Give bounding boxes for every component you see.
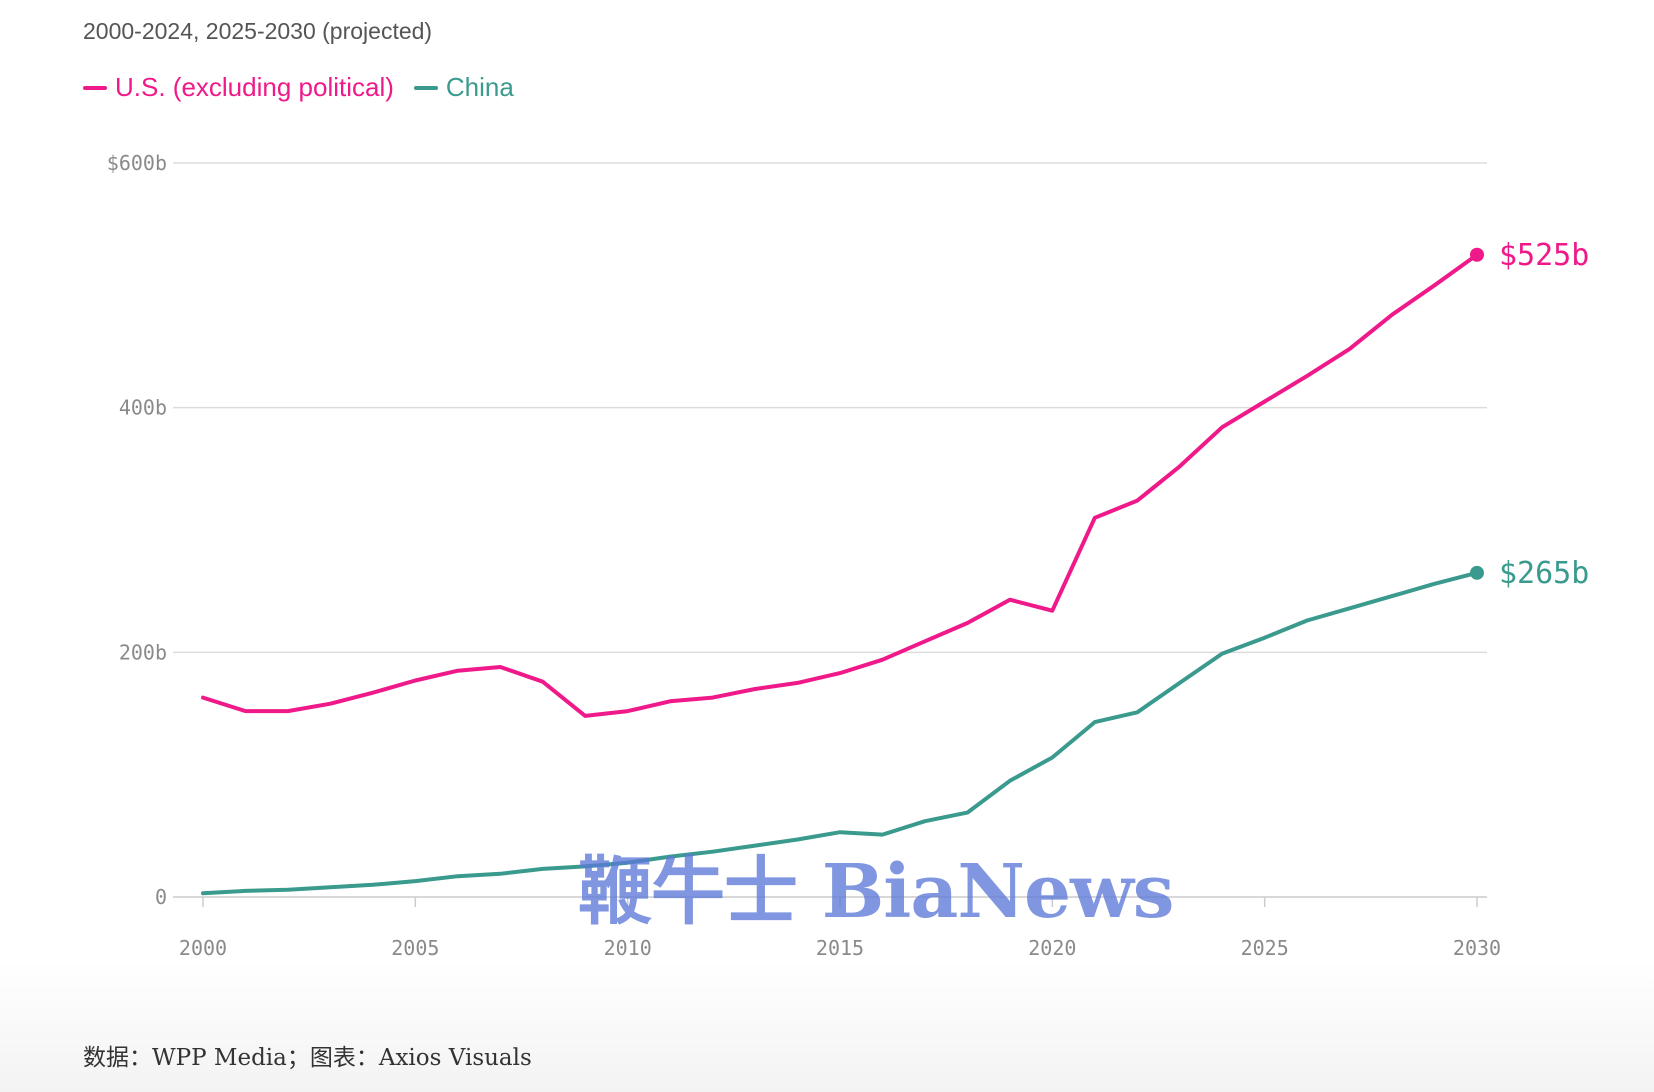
x-tick-label: 2020 bbox=[1028, 936, 1076, 960]
x-tick-label: 2005 bbox=[391, 936, 439, 960]
y-tick-label: 200b bbox=[119, 640, 167, 664]
y-tick-label: 0 bbox=[155, 885, 167, 909]
series-line-china bbox=[201, 570, 1479, 896]
legend-item-us: U.S. (excluding political) bbox=[83, 72, 394, 103]
chart-legend: U.S. (excluding political) China bbox=[83, 72, 534, 103]
legend-label-us: U.S. (excluding political) bbox=[115, 72, 394, 102]
y-tick-label: $600b bbox=[107, 151, 167, 175]
x-tick-label: 2010 bbox=[604, 936, 652, 960]
source-note: 数据：WPP Media；图表：Axios Visuals bbox=[83, 1045, 532, 1071]
legend-item-china: China bbox=[413, 72, 514, 103]
series-line-us bbox=[201, 252, 1479, 718]
series-lines bbox=[201, 247, 1484, 896]
end-label-china: $265b bbox=[1499, 556, 1589, 591]
x-tick-label: 2030 bbox=[1453, 936, 1501, 960]
x-axis-ticks: 2000 2005 2010 2015 2020 2025 2030 bbox=[179, 897, 1501, 960]
gridlines bbox=[173, 162, 1487, 898]
legend-swatch-china bbox=[413, 85, 438, 90]
end-point-china bbox=[1470, 565, 1484, 580]
y-tick-label: 400b bbox=[119, 396, 167, 420]
chart-subtitle: 2000-2024, 2025-2030 (projected) bbox=[83, 18, 433, 44]
legend-swatch-us bbox=[83, 85, 107, 90]
end-point-us bbox=[1470, 247, 1484, 262]
x-tick-label: 2015 bbox=[816, 936, 864, 960]
watermark-logo: 鞭牛士 BiaNews bbox=[578, 849, 1174, 935]
y-axis-ticks: 0 200b 400b $600b bbox=[107, 151, 167, 909]
legend-label-china: China bbox=[445, 72, 514, 102]
x-tick-label: 2000 bbox=[179, 936, 227, 960]
end-label-us: $525b bbox=[1499, 238, 1589, 273]
x-tick-label: 2025 bbox=[1241, 936, 1289, 960]
end-labels: $525b $265b bbox=[1499, 238, 1589, 591]
